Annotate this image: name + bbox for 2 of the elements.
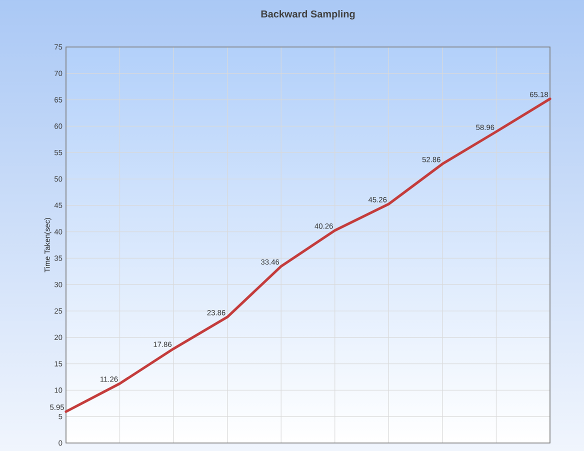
line-series xyxy=(64,98,552,413)
chart-title: Backward Sampling xyxy=(261,10,355,20)
